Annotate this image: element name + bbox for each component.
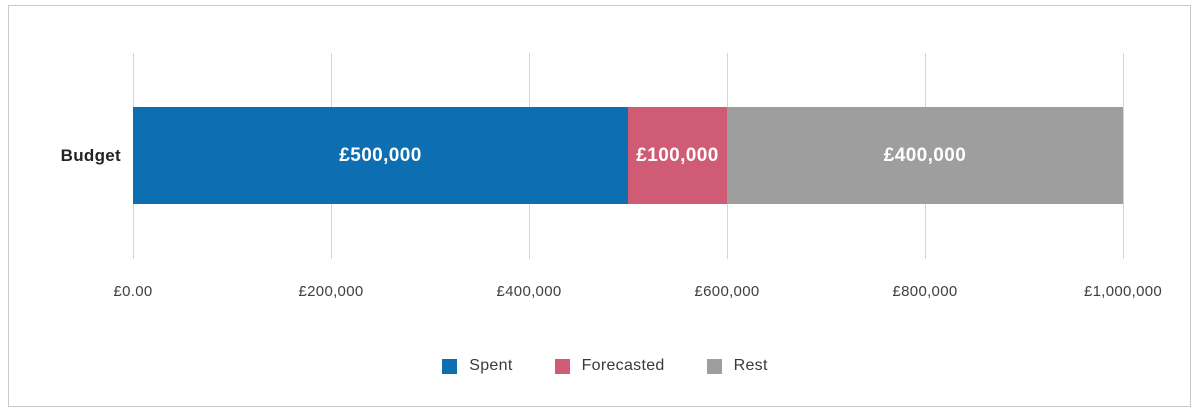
legend-label: Spent <box>469 357 513 374</box>
axis-tick-label: £800,000 <box>892 283 958 300</box>
axis-tick-label: £0.00 <box>113 283 153 300</box>
bar-value-label: £100,000 <box>636 144 719 166</box>
legend-swatch <box>442 358 458 374</box>
axis-tick-label: £1,000,000 <box>1083 283 1163 300</box>
category-label-budget: Budget <box>60 146 121 165</box>
bar-value-label: £400,000 <box>883 144 967 166</box>
axis-tick-label: £200,000 <box>298 283 364 300</box>
legend-label: Rest <box>733 357 768 374</box>
legend-item-forecasted[interactable]: Forecasted <box>554 357 665 375</box>
gridline <box>1123 53 1124 259</box>
axis-tick-label: £400,000 <box>496 283 562 300</box>
bar-segment-forecasted[interactable]: £100,000 <box>628 107 727 204</box>
legend-item-rest[interactable]: Rest <box>706 357 768 375</box>
bar-segment-spent[interactable]: £500,000 <box>133 107 628 204</box>
legend-label: Forecasted <box>581 357 665 374</box>
axis-tick-label: £600,000 <box>694 283 760 300</box>
legend: Spent Forecasted Rest <box>9 357 1200 375</box>
chart-panel: Budget £500,000 £100,000 £400,000 £0.00 £20… <box>8 5 1191 407</box>
bar-segment-rest[interactable]: £400,000 <box>727 107 1123 204</box>
legend-item-spent[interactable]: Spent <box>442 357 512 375</box>
legend-swatch <box>706 358 722 374</box>
legend-swatch <box>554 358 570 374</box>
bar-value-label: £500,000 <box>339 144 422 166</box>
stacked-bar: £500,000 £100,000 £400,000 <box>9 107 1190 204</box>
